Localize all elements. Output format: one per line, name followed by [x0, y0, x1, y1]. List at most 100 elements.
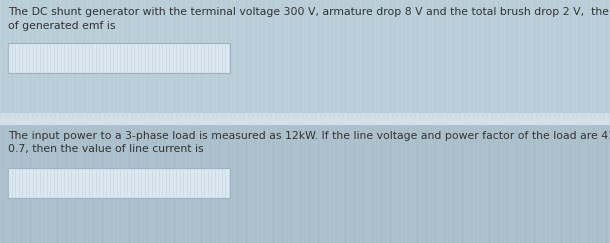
Bar [396, 0, 398, 118]
Bar [225, 0, 227, 118]
Bar [337, 0, 340, 118]
Bar [351, 125, 353, 243]
Bar [162, 0, 164, 118]
Bar [198, 125, 200, 243]
Bar [248, 0, 249, 118]
Bar [45, 125, 47, 243]
Bar [252, 125, 254, 243]
Bar [428, 0, 429, 118]
Bar [40, 125, 43, 243]
Bar [450, 0, 452, 118]
Bar [104, 125, 106, 243]
Bar [121, 0, 123, 118]
Bar [509, 125, 511, 243]
Bar [284, 125, 285, 243]
Bar [157, 0, 159, 118]
Bar [229, 0, 232, 118]
Bar [342, 125, 344, 243]
FancyBboxPatch shape [8, 168, 230, 198]
Bar [477, 125, 479, 243]
Bar [203, 125, 204, 243]
Bar [23, 0, 24, 118]
Bar [0, 0, 610, 118]
Bar [306, 125, 308, 243]
Bar [117, 0, 119, 118]
Bar [464, 125, 465, 243]
Bar [558, 125, 560, 243]
Bar [63, 0, 65, 118]
Bar [490, 0, 492, 118]
Bar [576, 0, 578, 118]
Bar [504, 125, 506, 243]
Bar [333, 125, 335, 243]
Bar [553, 125, 556, 243]
Bar [481, 125, 484, 243]
Bar [293, 125, 295, 243]
Bar [522, 0, 524, 118]
Bar [378, 0, 380, 118]
Bar [549, 0, 551, 118]
Bar [315, 125, 317, 243]
Bar [40, 0, 43, 118]
Bar [608, 125, 609, 243]
Bar [320, 125, 321, 243]
Bar [297, 0, 299, 118]
Bar [490, 125, 492, 243]
Bar [418, 0, 420, 118]
Bar [220, 125, 223, 243]
Bar [598, 125, 600, 243]
Bar [284, 0, 285, 118]
Bar [401, 0, 403, 118]
Bar [248, 125, 249, 243]
Bar [337, 125, 340, 243]
Bar [198, 0, 200, 118]
Bar [63, 125, 65, 243]
Bar [243, 0, 245, 118]
Bar [500, 125, 501, 243]
Bar [212, 0, 214, 118]
Bar [144, 0, 146, 118]
Bar [279, 0, 281, 118]
Bar [252, 0, 254, 118]
Bar [72, 125, 74, 243]
Bar [310, 125, 312, 243]
Bar [256, 0, 259, 118]
Bar [540, 125, 542, 243]
Bar [216, 0, 218, 118]
Bar [454, 125, 456, 243]
Bar [401, 125, 403, 243]
Bar [112, 0, 115, 118]
Bar [225, 125, 227, 243]
Bar [301, 125, 304, 243]
Bar [261, 125, 263, 243]
Bar [212, 125, 214, 243]
Bar [356, 0, 357, 118]
Bar [378, 125, 380, 243]
Bar [409, 125, 412, 243]
Bar [409, 0, 412, 118]
Bar [306, 0, 308, 118]
Bar [445, 0, 448, 118]
Bar [382, 0, 384, 118]
Bar [193, 125, 195, 243]
Bar [585, 125, 587, 243]
Bar [441, 125, 443, 243]
FancyBboxPatch shape [8, 43, 230, 73]
Bar [594, 0, 596, 118]
Bar [112, 125, 115, 243]
Bar [531, 125, 533, 243]
Bar [144, 125, 146, 243]
Bar [99, 0, 101, 118]
Bar [342, 0, 344, 118]
Bar [0, 125, 610, 243]
Bar [135, 125, 137, 243]
Bar [450, 125, 452, 243]
Bar [13, 125, 15, 243]
Bar [373, 0, 376, 118]
Bar [293, 0, 295, 118]
Bar [553, 0, 556, 118]
Bar [405, 0, 407, 118]
Bar [387, 0, 389, 118]
Bar [310, 0, 312, 118]
Bar [153, 0, 155, 118]
